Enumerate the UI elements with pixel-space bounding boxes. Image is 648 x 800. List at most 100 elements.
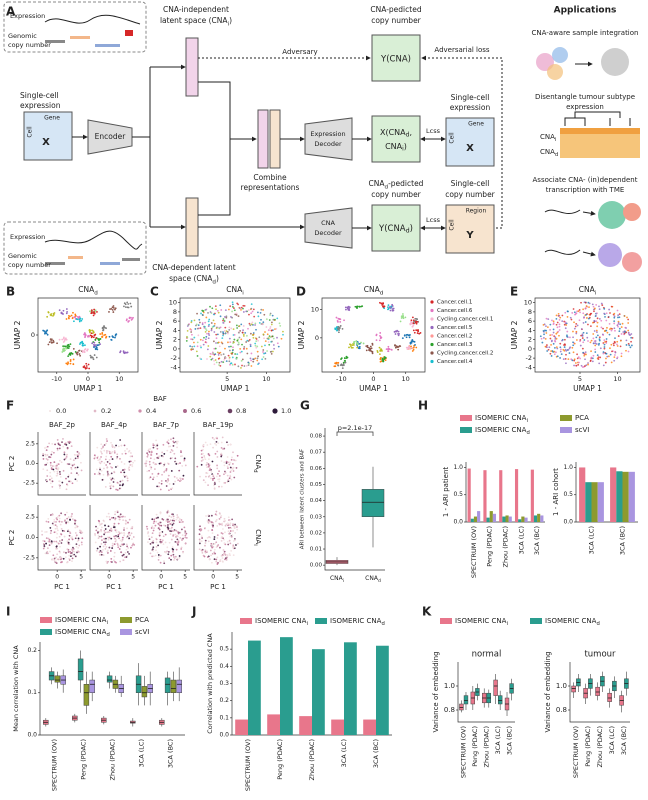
bar [597, 482, 604, 522]
umap-dot [589, 312, 592, 315]
umap-dot [385, 348, 388, 351]
pca-dot [235, 467, 238, 469]
decoder-shape [304, 117, 353, 161]
pca-dot [209, 549, 212, 552]
pca-dot [232, 529, 234, 532]
pca-dot [223, 550, 226, 553]
pca-dot [70, 445, 73, 448]
pca-dot [171, 523, 174, 526]
pca-dot [221, 522, 224, 525]
bar [514, 469, 519, 522]
umap-dot [224, 309, 227, 312]
umap-dot [565, 362, 567, 365]
bar [492, 513, 497, 522]
umap-dot [97, 337, 99, 340]
pca-dot [164, 541, 167, 544]
umap-dot [200, 358, 203, 361]
x-tick-label: 5 [79, 574, 83, 581]
umap-dot [410, 322, 413, 325]
pca-dot [221, 535, 224, 538]
pca-dot [47, 517, 50, 520]
pca-dot [56, 472, 59, 475]
pca-dot [181, 521, 183, 524]
umap-dot [79, 343, 81, 345]
pca-dot [235, 524, 238, 527]
legend-marker [93, 409, 97, 413]
text-part: ISOMERIC CNA [55, 628, 107, 636]
umap-dot [571, 312, 574, 314]
pca-dot [217, 478, 219, 481]
x-tick-label: 0 [371, 375, 375, 383]
pca-dot [60, 542, 63, 544]
subscript: d [380, 290, 384, 296]
pca-dot [93, 457, 96, 460]
umap-dot [61, 351, 64, 353]
pca-dot [124, 519, 127, 522]
legend-swatch [40, 629, 52, 635]
y-tick-label: 0.8 [444, 706, 455, 714]
box-body [361, 489, 385, 517]
pca-dot [49, 464, 52, 467]
pca-dot [211, 436, 214, 439]
umap-dot [233, 307, 235, 310]
umap-dot [209, 355, 212, 358]
umap-dot [276, 342, 279, 345]
pca-dot [171, 456, 174, 459]
umap-dot [236, 327, 239, 329]
pca-dot [212, 473, 215, 476]
umap-dot [566, 334, 568, 337]
y-tick-label: 0.2 [219, 697, 229, 704]
pca-dot [57, 468, 60, 471]
axis-label: 1 - ARI patient [442, 467, 450, 518]
pca-dot [68, 538, 70, 541]
pca-dot [52, 451, 55, 454]
pca-dot [74, 522, 77, 525]
umap-dot [272, 344, 275, 346]
pca-dot [51, 480, 54, 483]
pca-dot [172, 553, 175, 556]
umap-dot [613, 344, 615, 347]
umap-dot [83, 350, 86, 353]
x-tick-label: Peng (PDAC) [471, 726, 479, 767]
umap-dot [584, 307, 587, 310]
pca-dot [121, 554, 124, 557]
umap-dot [213, 363, 216, 366]
pca-dot [54, 527, 57, 530]
umap-dot [334, 362, 337, 365]
pca-dot [223, 461, 226, 464]
pca-dot [54, 524, 57, 527]
pca-dot [43, 545, 46, 548]
pca-dot [115, 466, 117, 468]
pca-dot [66, 520, 69, 523]
umap-dot [247, 327, 249, 330]
pca-dot [211, 521, 213, 523]
x-tick-label: -10 [51, 375, 62, 383]
pca-dot [226, 555, 229, 558]
pca-dot [184, 534, 187, 537]
pca-dot [214, 552, 217, 555]
umap-dot [589, 360, 592, 363]
pca-dot [80, 469, 83, 472]
pca-dot [208, 469, 211, 472]
umap-dot [276, 336, 278, 339]
pca-dot [121, 469, 124, 472]
umap-dot [217, 311, 220, 314]
pca-dot [156, 447, 159, 450]
umap-dot [613, 327, 616, 330]
umap-dot [347, 308, 350, 311]
umap-dot [602, 342, 605, 344]
umap-dot [345, 308, 347, 311]
y-tick-label: 0.03 [310, 514, 323, 520]
x-tick-label: 3CA (BC) [619, 526, 627, 555]
pca-dot [104, 547, 107, 550]
pca-cloud [144, 437, 187, 492]
umap-dot [215, 308, 217, 311]
umap-dot [599, 356, 602, 359]
pca-dot [227, 524, 229, 527]
pca-dot [148, 477, 151, 480]
umap-dot [555, 346, 558, 348]
pca-dot [111, 477, 114, 480]
pca-dot [161, 451, 164, 454]
row-label: CNAd [252, 454, 262, 472]
umap-dot [235, 314, 238, 316]
